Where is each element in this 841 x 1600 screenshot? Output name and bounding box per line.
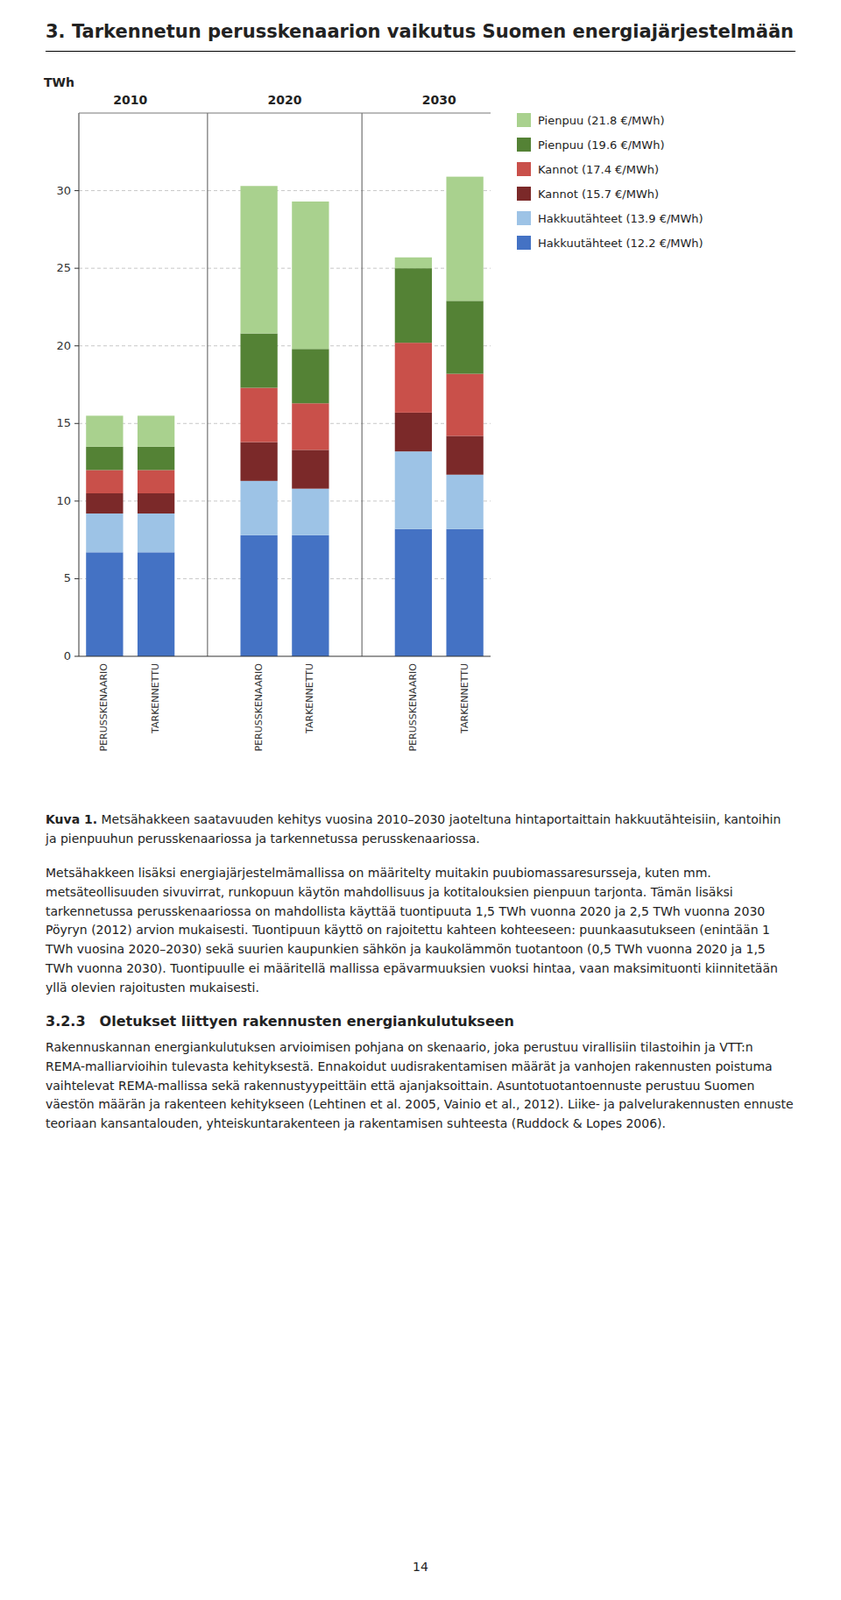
- legend-swatch: [516, 186, 531, 201]
- group-label: 2010: [113, 92, 148, 107]
- y-tick-label: 5: [63, 571, 71, 585]
- grid: [78, 190, 491, 580]
- legend-label: Kannot (17.4 €/MWh): [537, 162, 659, 177]
- bar-segment: [395, 451, 432, 530]
- y-tick: [74, 268, 79, 269]
- x-tick-label: TARKENNETTU: [149, 663, 162, 735]
- body-text: Metsähakkeen lisäksi energiajärjestelmäm…: [45, 863, 796, 997]
- bar-segment: [137, 513, 175, 552]
- page-number: 14: [0, 1559, 841, 1574]
- series: [85, 176, 484, 447]
- x-axis-line: [78, 656, 491, 658]
- y-tick-label: 30: [56, 183, 71, 198]
- bar-segment: [395, 257, 432, 269]
- legend-label: Pienpuu (19.6 €/MWh): [537, 138, 665, 152]
- legend-label: Kannot (15.7 €/MWh): [537, 187, 659, 201]
- legend-swatch: [516, 211, 531, 226]
- section-title: 3.2.3 Oletukset liittyen rakennusten ene…: [45, 1012, 796, 1030]
- bar-segment: [291, 402, 329, 450]
- group-label: 2030: [422, 92, 457, 107]
- y-axis-line: [78, 113, 80, 657]
- bar-segment: [291, 449, 329, 488]
- y-tick: [74, 423, 79, 425]
- y-tick-label: 10: [56, 494, 71, 508]
- y-tick: [74, 656, 79, 658]
- bar-segment: [240, 388, 277, 443]
- chart: 0 5 10 15 20 25 30 TWh 2010 2020 2030 PERUSSKENAARI…: [0, 51, 841, 806]
- bar-segment: [445, 176, 483, 302]
- bar-segment: [240, 480, 277, 536]
- bar-segment: [137, 415, 175, 446]
- bar-segment: [137, 469, 175, 494]
- y-tick-label: 20: [56, 339, 71, 353]
- y-tick: [74, 500, 79, 502]
- bar-segment: [137, 493, 175, 514]
- legend-label: Hakkuutähteet (12.2 €/MWh): [537, 236, 704, 250]
- bar-segment: [291, 488, 329, 536]
- legend-swatch: [516, 162, 531, 177]
- y-tick: [74, 345, 79, 347]
- bar-segment: [291, 348, 329, 403]
- body-text: Rakennuskannan energiankulutuksen arvioi…: [45, 1038, 796, 1133]
- legend-swatch: [516, 235, 531, 250]
- x-tick-label: PERUSSKENAARIO: [253, 663, 265, 752]
- bar-segment: [240, 535, 277, 657]
- legend: Pienpuu (21.8 €/MWh) Pienpuu (19.6 €/MWh)…: [516, 113, 704, 250]
- series: [85, 412, 484, 514]
- bar-segment: [240, 185, 277, 333]
- bar-segment: [445, 300, 483, 374]
- y-axis-label: TWh: [43, 75, 75, 90]
- grid-line: [78, 190, 491, 191]
- x-tick-label: TARKENNETTU: [459, 663, 471, 735]
- group-separator: [206, 113, 208, 657]
- caption-text: Metsähakkeen saatavuuden kehitys vuosina…: [45, 812, 781, 846]
- series: [85, 342, 484, 494]
- legend-swatch: [516, 137, 531, 152]
- legend-label: Hakkuutähteet (13.9 €/MWh): [537, 212, 704, 226]
- bar-segment: [137, 446, 175, 471]
- group-label: 2020: [268, 92, 303, 107]
- x-tick-label: PERUSSKENAARIO: [98, 663, 110, 752]
- bar-segment: [395, 412, 432, 452]
- bar-segment: [85, 469, 123, 494]
- y-tick: [74, 578, 79, 580]
- bar-segment: [85, 446, 123, 471]
- x-tick-label: PERUSSKENAARIO: [407, 663, 419, 752]
- bar-segment: [445, 529, 483, 657]
- caption-label: Kuva 1.: [45, 812, 98, 827]
- bar-segment: [395, 529, 432, 657]
- y-tick-label: 25: [56, 261, 71, 275]
- bar-segment: [445, 474, 483, 530]
- bar-segment: [240, 442, 277, 481]
- bar-segment: [395, 268, 432, 343]
- x-tick-label: TARKENNETTU: [303, 663, 316, 735]
- bar-segment: [395, 342, 432, 413]
- bar-segment: [445, 374, 483, 437]
- y-tick-label: 15: [56, 416, 71, 430]
- caption: Kuva 1. Metsähakkeen saatavuuden kehitys…: [45, 810, 796, 849]
- plot-top-border: [78, 113, 491, 114]
- bar-segment: [240, 333, 277, 389]
- group-separator: [361, 113, 363, 657]
- page-title: 3. Tarkennetun perusskenaarion vaikutus …: [45, 21, 796, 52]
- bar-segment: [85, 513, 123, 552]
- y-tick-label: 0: [63, 649, 71, 663]
- bar-segment: [85, 551, 123, 657]
- bar-segment: [445, 435, 483, 474]
- bar-segment: [85, 493, 123, 514]
- bar-segment: [137, 551, 175, 657]
- bar-segment: [291, 535, 329, 657]
- legend-swatch: [516, 113, 531, 128]
- legend-label: Pienpuu (21.8 €/MWh): [537, 113, 665, 128]
- y-tick: [74, 190, 79, 191]
- series: [85, 268, 484, 470]
- bar-segment: [291, 201, 329, 349]
- bar-segment: [85, 415, 123, 446]
- bars: [85, 176, 484, 657]
